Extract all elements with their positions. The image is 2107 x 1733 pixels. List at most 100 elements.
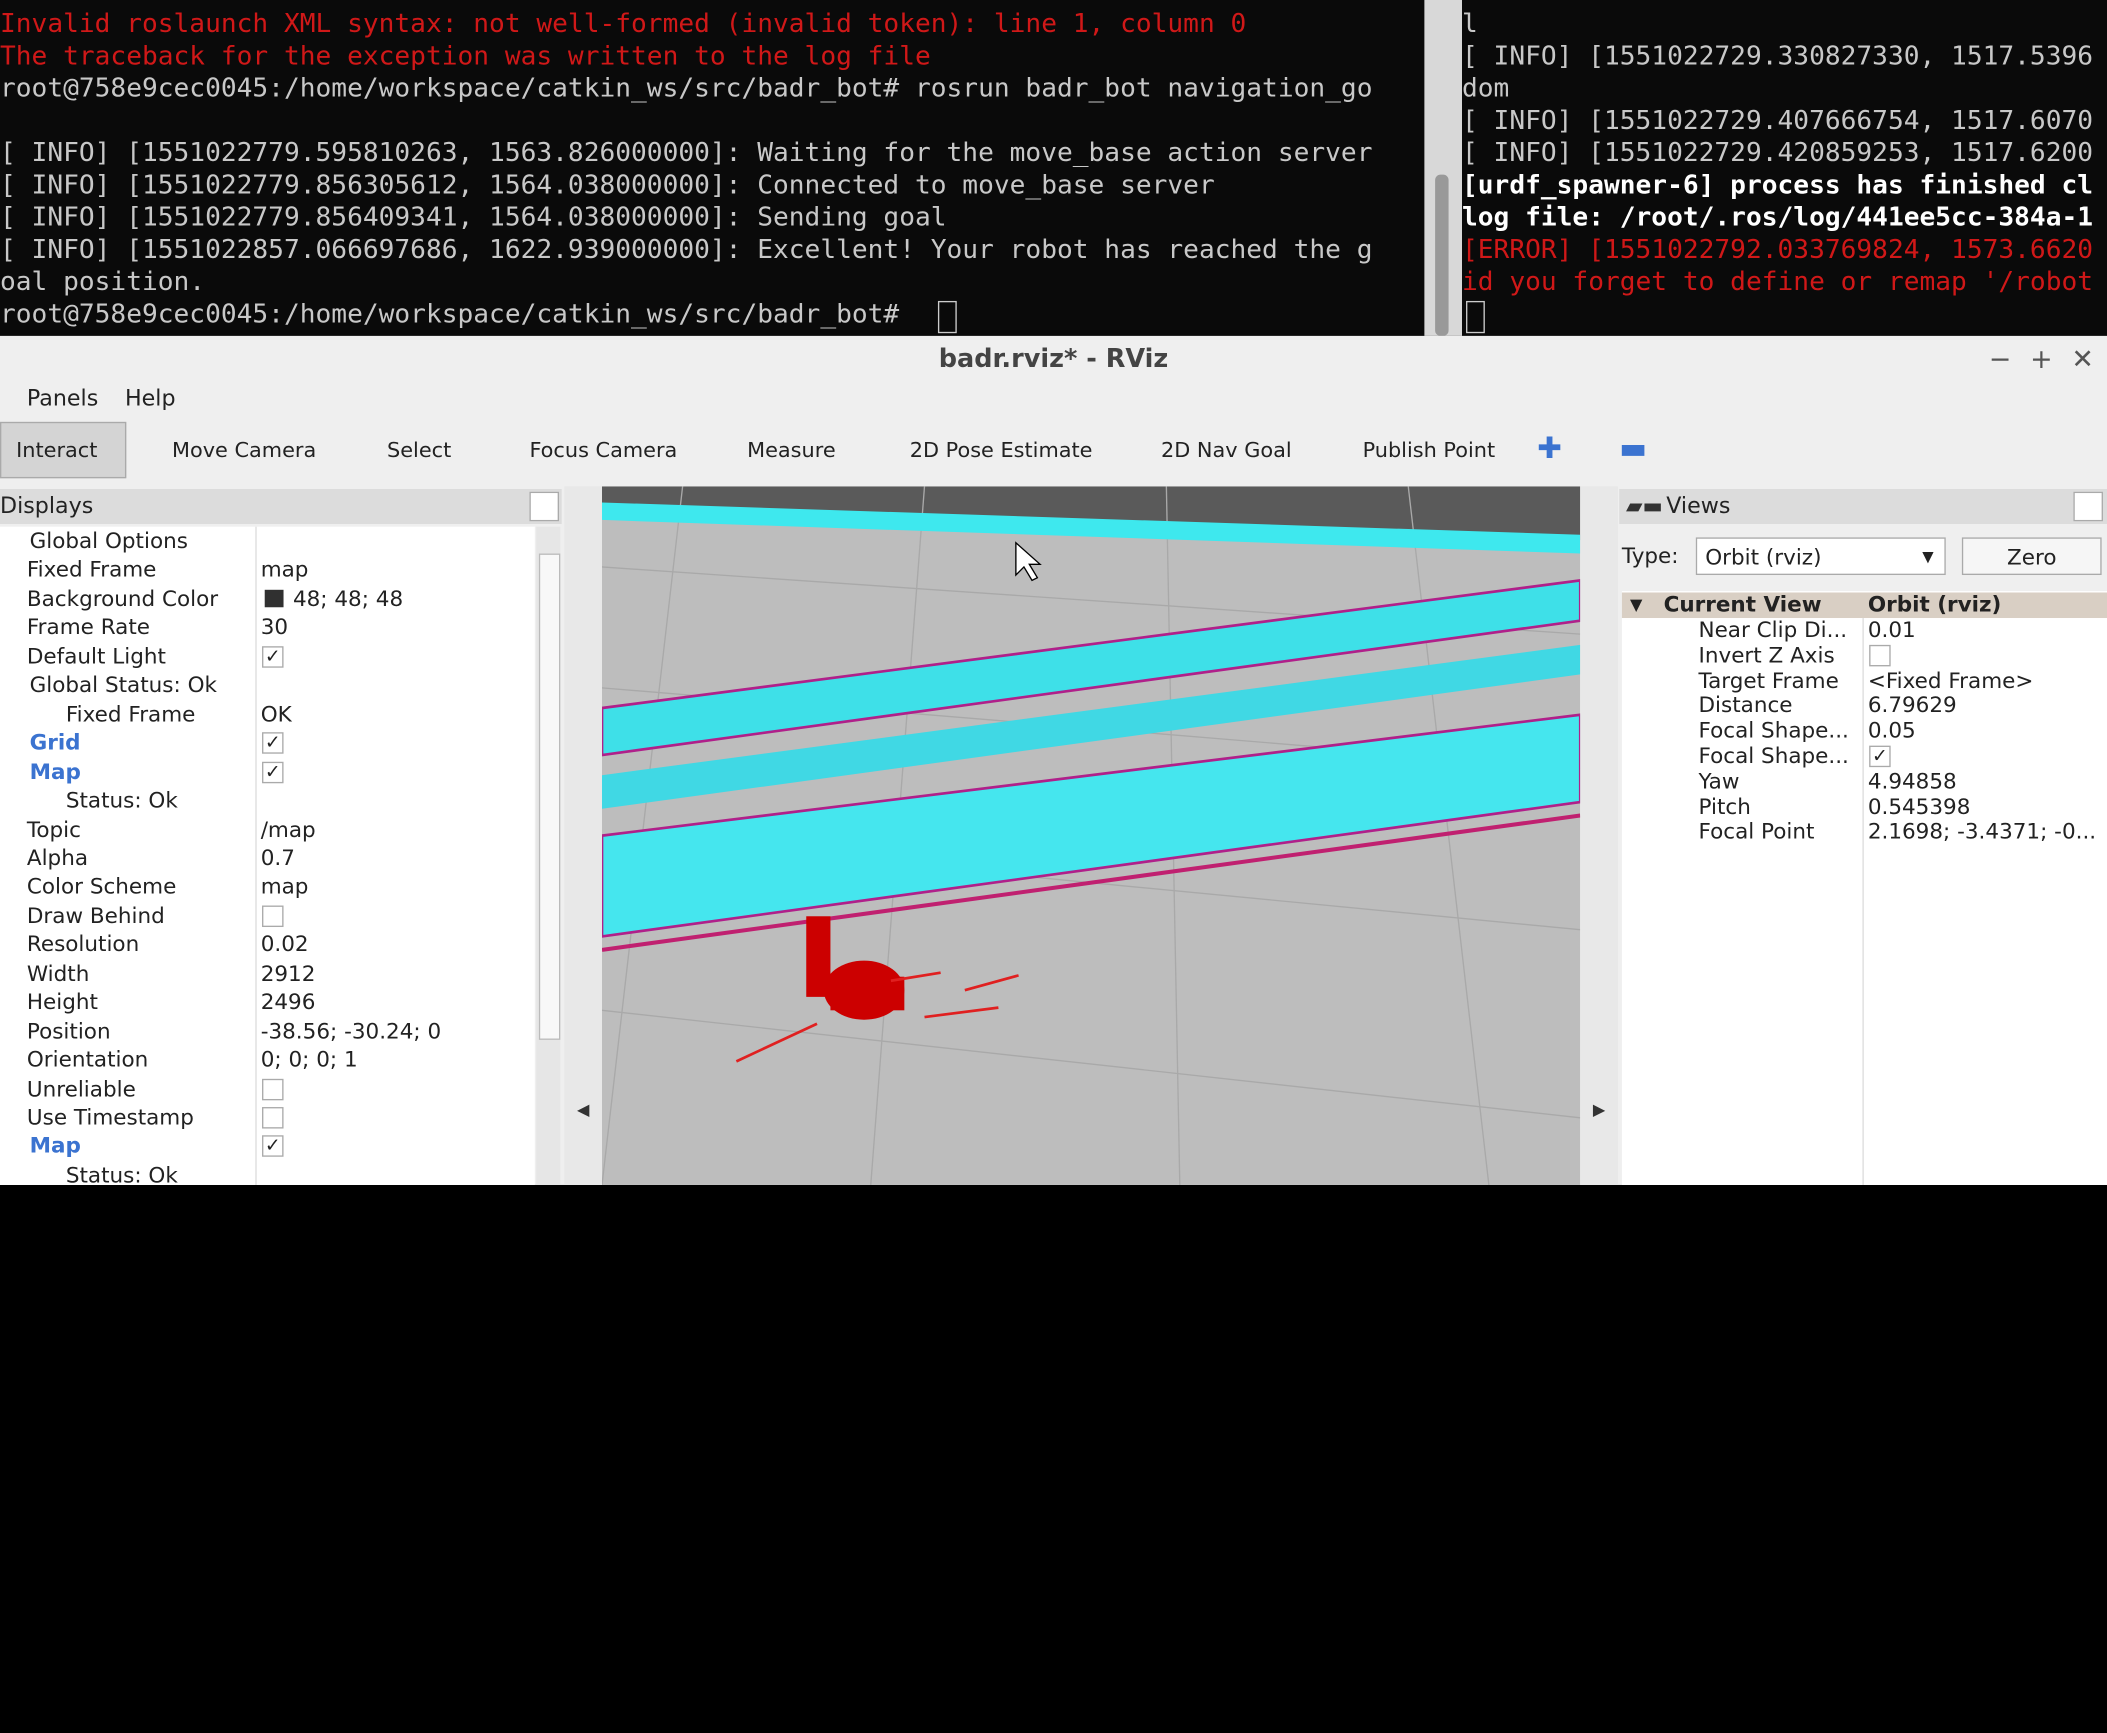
display-name: Width bbox=[26, 960, 90, 986]
checkbox[interactable]: ✓ bbox=[262, 761, 284, 783]
display-name: Status: Ok bbox=[65, 787, 178, 813]
pose-arrows bbox=[735, 971, 1019, 1063]
remove-tool[interactable]: ▬ bbox=[1619, 432, 1648, 467]
display-value: 0; 0; 0; 1 bbox=[260, 1046, 358, 1073]
type-label: Type: bbox=[1621, 542, 1679, 569]
robot bbox=[806, 916, 905, 1020]
terminal-line: log file: /root/.ros/log/441ee5cc-384a-1 bbox=[1462, 201, 2094, 233]
checkbox[interactable] bbox=[1869, 644, 1891, 667]
terminal-line: [ INFO] [1551022779.595810263, 1563.8260… bbox=[0, 137, 1373, 168]
views-tree bbox=[1621, 591, 2107, 1185]
wall bbox=[602, 713, 1581, 938]
interact-active-bg bbox=[0, 421, 127, 479]
page: Invalid roslaunch XML syntax: not well-f… bbox=[0, 0, 2107, 1188]
tool-button[interactable]: Move Camera bbox=[172, 437, 317, 463]
display-value: map bbox=[260, 873, 309, 900]
zero-button[interactable]: Zero bbox=[1961, 537, 2102, 576]
tool-button[interactable]: Publish Point bbox=[1362, 437, 1496, 463]
cursor bbox=[1015, 541, 1042, 582]
terminal-line: [urdf_spawner-6] process has finished cl bbox=[1462, 169, 2094, 201]
display-value: /map bbox=[260, 816, 316, 842]
terminal-line: [ INFO] [1551022779.856409341, 1564.0380… bbox=[0, 201, 947, 233]
type-dropdown[interactable]: Orbit (rviz) ▼ bbox=[1695, 537, 1946, 576]
terminal-line: root@758e9cec0045:/home/workspace/catkin… bbox=[0, 72, 1373, 104]
displays-tree bbox=[0, 526, 535, 1185]
terminal-line: l bbox=[1462, 8, 1478, 39]
terminal-line: The traceback for the exception was writ… bbox=[0, 40, 931, 72]
checkbox[interactable] bbox=[262, 1107, 284, 1129]
tool-button[interactable]: 2D Pose Estimate bbox=[909, 437, 1093, 463]
terminal-line: id you forget to define or remap '/robot bbox=[1462, 266, 2094, 297]
wall bbox=[602, 579, 1581, 757]
checkbox[interactable]: ✓ bbox=[1869, 745, 1891, 768]
display-name: Fixed Frame bbox=[65, 700, 196, 727]
checkbox[interactable]: ✓ bbox=[262, 1135, 284, 1158]
view-value: 0.05 bbox=[1867, 717, 1916, 744]
display-name: Background Color bbox=[26, 585, 219, 612]
view-value: 0.01 bbox=[1867, 616, 1916, 643]
display-name: Alpha bbox=[26, 844, 89, 871]
display-name: Frame Rate bbox=[26, 614, 150, 640]
display-name: Height bbox=[26, 989, 98, 1015]
display-name: Map bbox=[29, 758, 81, 785]
display-name: Color Scheme bbox=[26, 873, 177, 900]
screen: Invalid roslaunch XML syntax: not well-f… bbox=[0, 0, 2107, 1188]
terminal-cursor bbox=[937, 300, 957, 334]
display-name: Grid bbox=[29, 729, 81, 756]
right-splitter[interactable]: ▶ bbox=[1580, 486, 1618, 1185]
terminal-line: [ INFO] [1551022729.407666754, 1517.6070 bbox=[1462, 104, 2094, 136]
display-name: Position bbox=[26, 1017, 111, 1044]
terminal-line: [ INFO] [1551022779.856305612, 1564.0380… bbox=[0, 169, 1215, 201]
menu-item[interactable]: Panels bbox=[26, 385, 99, 412]
view-property: Pitch bbox=[1698, 793, 1751, 819]
terminal-line: [ INFO] [1551022729.420859253, 1517.6200 bbox=[1462, 137, 2094, 168]
panel-float[interactable] bbox=[529, 491, 559, 522]
views-header bbox=[1619, 489, 2107, 524]
tool-button[interactable]: Interact bbox=[16, 437, 98, 463]
display-name: Orientation bbox=[26, 1046, 149, 1073]
display-name: Default Light bbox=[26, 643, 166, 669]
checkbox[interactable]: ✓ bbox=[262, 645, 284, 668]
display-name: Global Options bbox=[29, 527, 188, 554]
add-tool[interactable]: ✚ bbox=[1537, 432, 1563, 467]
checkbox[interactable] bbox=[262, 905, 284, 927]
checkbox[interactable] bbox=[262, 1078, 284, 1100]
view-value: <Fixed Frame> bbox=[1867, 667, 2034, 693]
color-swatch bbox=[264, 589, 284, 608]
display-value: -38.56; -30.24; 0 bbox=[260, 1017, 442, 1044]
display-name: Unreliable bbox=[26, 1075, 136, 1102]
3d-viewport[interactable] bbox=[602, 486, 1581, 1185]
window-controls[interactable]: −+✕ bbox=[1988, 342, 2107, 375]
view-value: 4.94858 bbox=[1867, 768, 1957, 794]
view-property: Focal Shape... bbox=[1698, 742, 1849, 769]
tool-button[interactable]: Focus Camera bbox=[529, 437, 678, 463]
display-value: map bbox=[260, 556, 309, 583]
display-name: Draw Behind bbox=[26, 902, 165, 929]
displays-header bbox=[0, 489, 562, 524]
current-view-name: Current View bbox=[1663, 591, 1822, 617]
scrollbar[interactable] bbox=[536, 526, 561, 1185]
display-name: Topic bbox=[26, 816, 81, 842]
display-value: 30 bbox=[260, 614, 289, 640]
display-name: Resolution bbox=[26, 931, 140, 957]
panel-float[interactable] bbox=[2073, 491, 2103, 522]
tool-button[interactable]: Select bbox=[387, 437, 452, 463]
view-property: Distance bbox=[1698, 692, 1793, 718]
view-property: Invert Z Axis bbox=[1698, 641, 1835, 668]
tool-button[interactable]: 2D Nav Goal bbox=[1161, 437, 1292, 463]
expand-arrow[interactable]: ▼ bbox=[1629, 595, 1643, 614]
view-value: 6.79629 bbox=[1867, 692, 1957, 718]
view-property: Focal Point bbox=[1698, 818, 1815, 845]
checkbox[interactable]: ✓ bbox=[262, 732, 284, 754]
display-value: 0.02 bbox=[260, 931, 309, 957]
terminal-line: root@758e9cec0045:/home/workspace/catkin… bbox=[0, 298, 900, 330]
menu-item[interactable]: Help bbox=[124, 385, 176, 412]
terminal-line: Invalid roslaunch XML syntax: not well-f… bbox=[0, 8, 1247, 39]
left-splitter[interactable]: ◀ bbox=[564, 486, 602, 1185]
tool-button[interactable]: Measure bbox=[747, 437, 836, 463]
terminal-line: [ERROR] [1551022792.033769824, 1573.6620 bbox=[1462, 233, 2094, 265]
view-value: 0.545398 bbox=[1867, 793, 1971, 819]
terminal-divider bbox=[1424, 0, 1462, 336]
terminal-right: l[ INFO] [1551022729.330827330, 1517.539… bbox=[1462, 0, 2107, 336]
display-name: Map bbox=[29, 1133, 81, 1159]
